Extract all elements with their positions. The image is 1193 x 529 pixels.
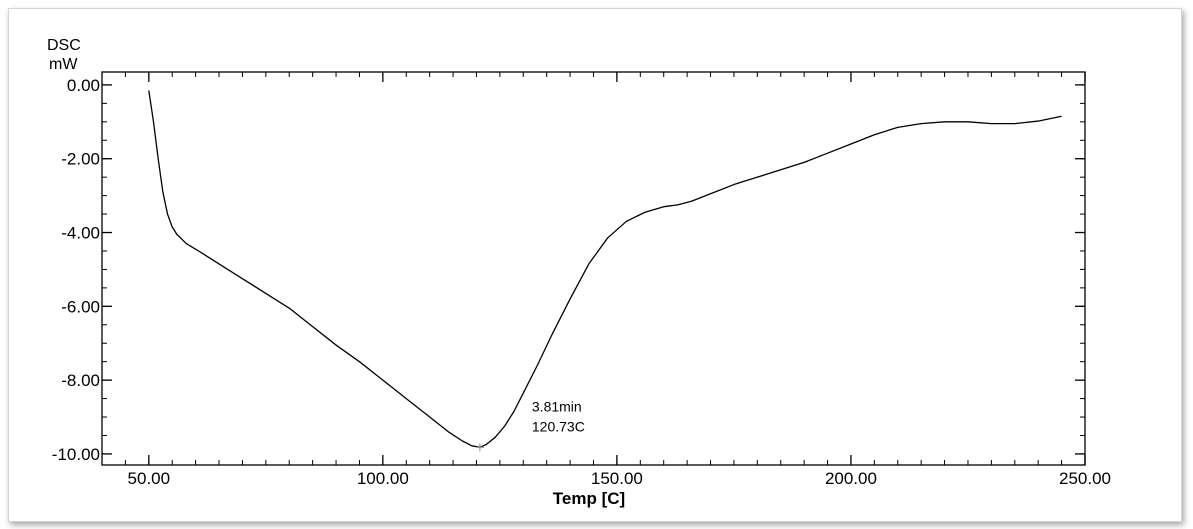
x-tick-label: 150.00	[591, 469, 643, 488]
y-tick-label: -2.00	[61, 150, 100, 169]
y-axis-unit: mW	[49, 56, 78, 73]
y-axis-title: DSC	[47, 37, 81, 54]
x-axis-title: Temp [C]	[553, 489, 625, 508]
dsc-chart: DSC mW 50.00 100.00 150.00 200.00 250.00 0.00…	[47, 37, 1111, 508]
peak-annotation: 3.81min 120.73C	[532, 398, 585, 434]
chart-frame: DSC mW 50.00 100.00 150.00 200.00 250.00 0.00…	[8, 8, 1182, 522]
plot-border	[101, 71, 1086, 466]
y-tick-label: -6.00	[61, 297, 100, 316]
x-tick-label: 250.00	[1059, 469, 1111, 488]
y-tick-label: -10.00	[52, 445, 100, 464]
dsc-curve	[148, 90, 1062, 448]
peak-time-label: 3.81min	[532, 398, 582, 414]
peak-temp-label: 120.73C	[532, 418, 585, 434]
x-tick-label: 200.00	[825, 469, 877, 488]
y-tick-label: -8.00	[61, 371, 100, 390]
y-tick-label: -4.00	[61, 224, 100, 243]
plot-area: 50.00 100.00 150.00 200.00 250.00 0.00 -2.00 -4…	[52, 71, 1111, 488]
x-tick-label: 50.00	[128, 469, 171, 488]
y-tick-label: 0.00	[67, 76, 100, 95]
x-tick-label: 100.00	[357, 469, 409, 488]
